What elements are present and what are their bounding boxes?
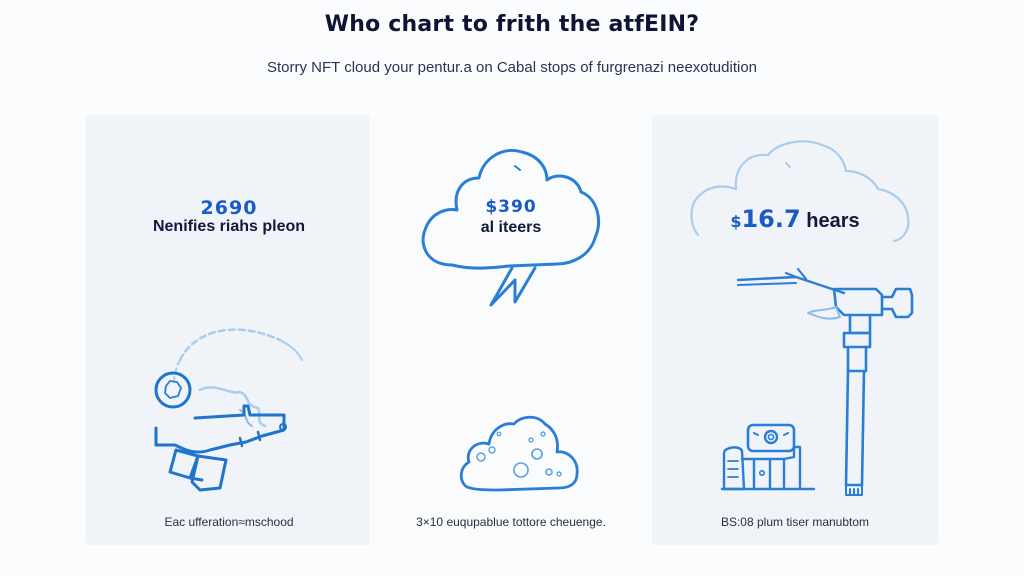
card-caption: Eac ufferation≈mschood <box>164 515 294 529</box>
stat-value: $16.7 hears <box>652 205 938 233</box>
stat-currency: $ <box>730 212 742 231</box>
cloud-lightning-icon <box>421 149 600 307</box>
stat-label: al iteers <box>480 219 542 236</box>
antenna-tower-icon <box>736 267 914 496</box>
page-subtitle: Storry NFT cloud your pentur.a on Cabal … <box>267 59 757 76</box>
card-caption: 3×10 euqupablue tottore cheuenge. <box>416 515 606 529</box>
stat-card-middle: $390 al iteers 3×10 euqupablue tottore c… <box>369 115 653 545</box>
network-globe-hand-icon <box>154 328 303 492</box>
stat-unit: hears <box>806 210 860 232</box>
stat-value: $390 <box>485 197 537 217</box>
stat-card-right: $16.7 hears <box>652 115 938 545</box>
stat-amount: 16.7 <box>741 205 801 233</box>
page-title: Who chart to frith the atfEIN? <box>324 12 700 37</box>
stat-label: Nenifies riahs pleon <box>152 218 306 235</box>
card-caption: BS:08 plum tiser manubtom <box>720 515 870 529</box>
cloud-outline-icon <box>690 140 910 243</box>
stat-value: 2690 <box>200 197 258 219</box>
stat-card-left: 2690 Nenifies riahs pleon Eac ufferation… <box>86 115 372 545</box>
camera-server-icon <box>720 423 816 491</box>
cloud-icon <box>459 415 579 492</box>
